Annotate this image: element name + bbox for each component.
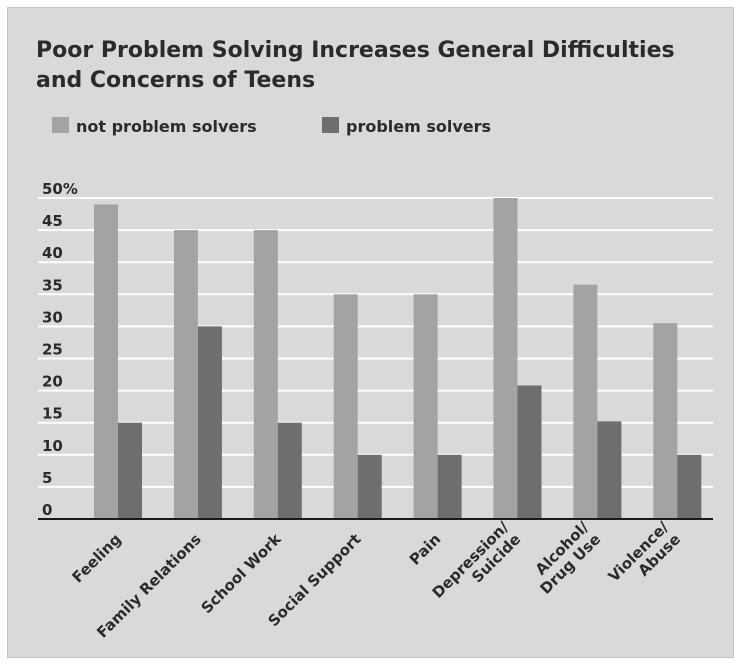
x-category-label-1-line-1: Feeling	[68, 530, 124, 586]
bar-problem-solvers-6	[517, 385, 542, 519]
x-category-label-6: Depression/Suicide	[429, 518, 525, 602]
bar-not-problem-solvers-6	[493, 198, 518, 519]
bar-problem-solvers-5	[437, 454, 462, 519]
legend: not problem solvers problem solvers	[52, 117, 491, 136]
y-tick-label-15: 15	[42, 405, 63, 423]
y-tick-label-50: 50%	[42, 180, 78, 198]
legend-label-2: problem solvers	[346, 117, 491, 136]
chart-title: Poor Problem Solving Increases General D…	[36, 38, 675, 93]
y-tick-label-45: 45	[42, 212, 63, 230]
chart-title-line-2: and Concerns of Teens	[36, 68, 315, 93]
legend-label-1: not problem solvers	[76, 117, 257, 136]
x-category-label-5: Pain	[406, 530, 445, 569]
legend-swatch-2	[322, 117, 339, 133]
x-category-label-3-line-1: School Work	[198, 529, 286, 617]
bar-not-problem-solvers-1	[94, 204, 118, 520]
bar-not-problem-solvers-8	[653, 323, 678, 519]
x-category-label-3: School Work	[198, 529, 286, 617]
chart-panel	[7, 7, 734, 658]
chart-title-line-1: Poor Problem Solving Increases General D…	[36, 38, 675, 63]
y-tick-label-35: 35	[42, 276, 63, 294]
bar-not-problem-solvers-2	[173, 230, 198, 519]
x-category-label-8: Violence/Abuse	[605, 518, 684, 586]
y-tick-label-40: 40	[42, 244, 63, 262]
y-tick-label-10: 10	[42, 437, 63, 455]
bar-problem-solvers-2	[197, 326, 222, 519]
y-tick-label-25: 25	[42, 341, 63, 359]
bar-problem-solvers-4	[357, 454, 382, 519]
bar-not-problem-solvers-5	[413, 294, 438, 519]
y-tick-label-30: 30	[42, 308, 63, 326]
bar-problem-solvers-7	[597, 421, 622, 519]
x-category-label-1: Feeling	[68, 530, 124, 586]
bars	[94, 198, 702, 520]
legend-swatch-1	[52, 117, 69, 133]
x-category-label-5-line-1: Pain	[406, 530, 445, 569]
bar-not-problem-solvers-7	[573, 284, 598, 519]
y-axis-ticks: 0 5 10 15 20 25 30 35 40 45 50%	[42, 180, 78, 519]
bar-problem-solvers-1	[118, 422, 142, 519]
y-tick-label-0: 0	[42, 501, 52, 519]
bar-not-problem-solvers-4	[333, 294, 358, 519]
bar-not-problem-solvers-3	[253, 230, 278, 519]
bar-problem-solvers-8	[677, 454, 702, 519]
bar-problem-solvers-3	[277, 422, 302, 519]
x-category-label-7: Alcohol/Drug Use	[532, 518, 605, 598]
y-tick-label-20: 20	[42, 373, 63, 391]
y-tick-label-5: 5	[42, 469, 52, 487]
